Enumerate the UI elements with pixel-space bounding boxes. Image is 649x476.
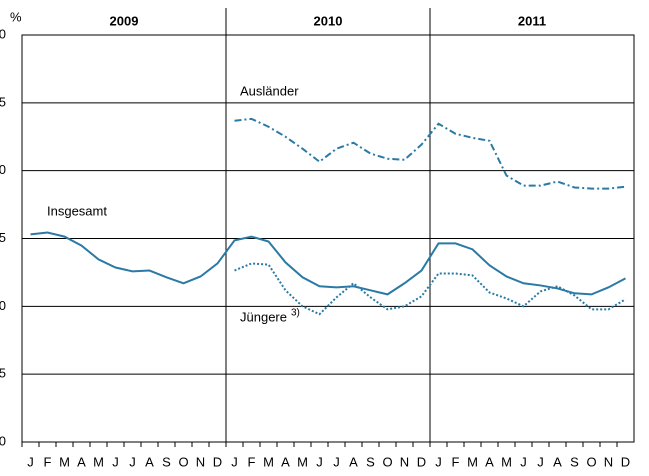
x-tick-label: A	[485, 454, 494, 469]
x-tick-label: A	[145, 454, 154, 469]
year-label: 2010	[314, 13, 343, 28]
y-tick-label: 0	[0, 433, 6, 448]
x-tick-label: A	[77, 454, 86, 469]
y-tick-label: 15,0	[0, 26, 6, 41]
series-label: Insgesamt	[47, 203, 107, 218]
x-tick-label: A	[553, 454, 562, 469]
year-label: 2011	[518, 13, 546, 28]
x-tick-label: J	[316, 454, 323, 469]
x-tick-label: M	[263, 454, 274, 469]
x-tick-label: J	[435, 454, 442, 469]
x-tick-label: D	[621, 454, 630, 469]
x-tick-label: O	[586, 454, 596, 469]
series-label: Jüngere	[240, 309, 287, 324]
series-line	[234, 262, 627, 316]
x-tick-label: A	[349, 454, 358, 469]
x-tick-label: J	[537, 454, 544, 469]
year-label: 2009	[110, 13, 139, 28]
x-tick-label: O	[382, 454, 392, 469]
x-tick-label: M	[297, 454, 308, 469]
x-tick-label: S	[366, 454, 375, 469]
series-line	[30, 231, 626, 296]
x-tick-label: N	[196, 454, 205, 469]
x-tick-label: M	[501, 454, 512, 469]
x-tick-label: S	[162, 454, 171, 469]
x-tick-label: A	[281, 454, 290, 469]
x-tick-label: J	[231, 454, 238, 469]
x-tick-label: F	[248, 454, 256, 469]
y-tick-label: 10,0	[0, 162, 6, 177]
y-tick-label: 2,5	[0, 366, 6, 381]
y-tick-label: 12,5	[0, 94, 6, 109]
series-label: Ausländer	[240, 83, 299, 98]
footnote-marker: 3)	[291, 308, 300, 319]
x-tick-label: M	[59, 454, 70, 469]
x-tick-label: D	[417, 454, 426, 469]
x-tick-label: J	[129, 454, 136, 469]
series-line	[234, 117, 626, 190]
x-tick-label: J	[112, 454, 119, 469]
x-tick-label: J	[333, 454, 340, 469]
x-tick-label: D	[213, 454, 222, 469]
x-tick-label: J	[27, 454, 34, 469]
x-tick-label: O	[178, 454, 188, 469]
y-tick-label: 5,0	[0, 298, 6, 313]
x-tick-label: N	[604, 454, 613, 469]
x-tick-label: S	[570, 454, 579, 469]
unit-label: %	[10, 9, 22, 24]
x-tick-label: N	[400, 454, 409, 469]
x-tick-label: F	[452, 454, 460, 469]
y-tick-label: 7,5	[0, 230, 6, 245]
x-tick-label: F	[44, 454, 52, 469]
x-tick-label: J	[520, 454, 527, 469]
x-tick-label: M	[467, 454, 478, 469]
x-tick-label: M	[93, 454, 104, 469]
